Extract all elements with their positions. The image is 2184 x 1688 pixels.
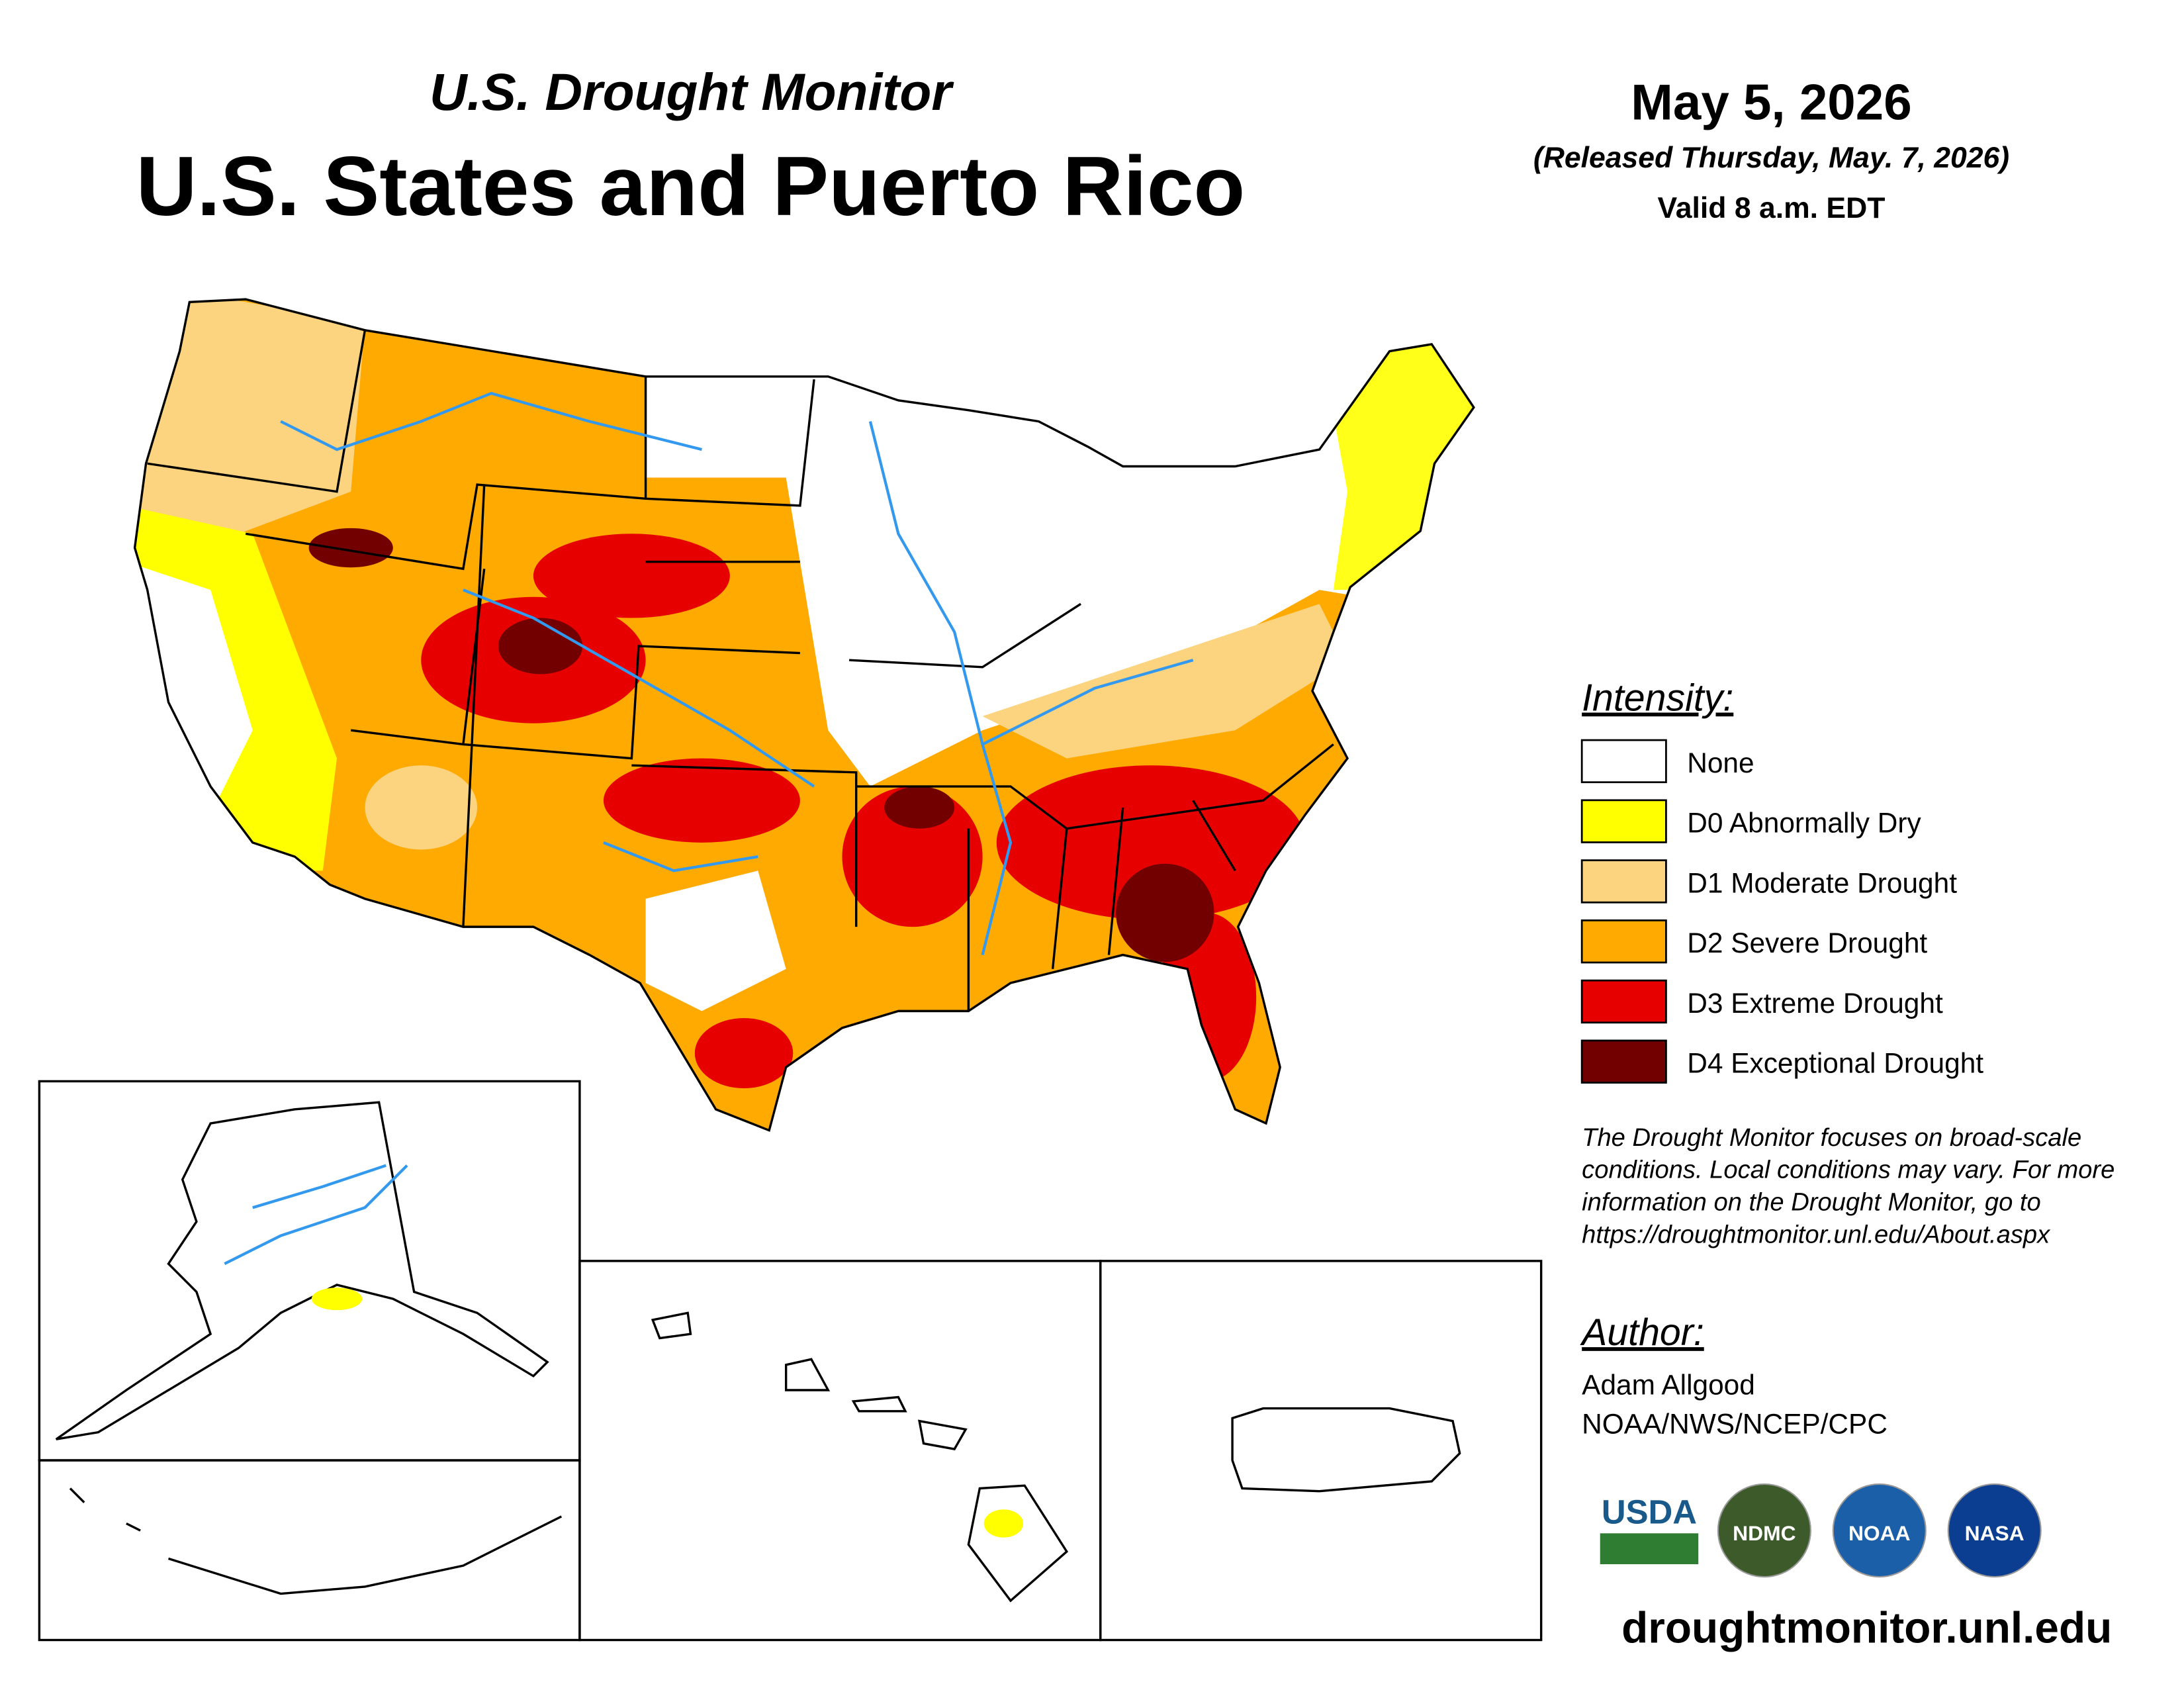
legend-label: D4 Exceptional Drought [1687, 1048, 1983, 1079]
legend-label: D2 Severe Drought [1687, 927, 1927, 959]
d4-area [308, 528, 393, 568]
logo-badge [1947, 1483, 2042, 1578]
puerto-rico-frame [1099, 1260, 1543, 1642]
legend-swatch [1580, 859, 1667, 904]
note: The Drought Monitor focuses on broad-sca… [1582, 1123, 2115, 1248]
d3-area [842, 786, 983, 927]
author-line: NOAA/NWS/NCEP/CPC [1582, 1409, 1888, 1440]
d4-area [884, 786, 955, 829]
logo-badge [1717, 1483, 1811, 1578]
insets [38, 1080, 1543, 1642]
note-line: conditions. Local conditions may vary. F… [1582, 1156, 2115, 1184]
d3-area [533, 534, 730, 618]
none-area [645, 870, 786, 1011]
logo-badge [1832, 1483, 1927, 1578]
logo-text: NOAA [1848, 1521, 1911, 1545]
website-url[interactable]: droughtmonitor.unl.edu [1621, 1603, 2112, 1652]
valid-time: Valid 8 a.m. EDT [1658, 192, 1886, 224]
alaska-outline [55, 1101, 549, 1440]
note-line: https://droughtmonitor.unl.edu/About.asp… [1582, 1220, 2051, 1248]
legend-label: D3 Extreme Drought [1687, 988, 1943, 1019]
note-line: The Drought Monitor focuses on broad-sca… [1582, 1123, 2081, 1152]
legend-title: Intensity: [1582, 677, 1733, 720]
author: Adam Allgood NOAA/NWS/NCEP/CPC [1582, 1369, 1888, 1439]
legend-label: None [1687, 747, 1754, 778]
state-borders [133, 298, 1475, 1132]
d1-area [365, 765, 478, 850]
country-outline [133, 298, 1475, 1132]
legend-swatch [1580, 919, 1667, 964]
legend-swatch [1580, 799, 1667, 843]
d4-area [1116, 863, 1214, 962]
author-line: Adam Allgood [1582, 1369, 1755, 1400]
legend-label: D0 Abnormally Dry [1687, 808, 1921, 839]
logo-text: USDA [1602, 1493, 1697, 1530]
logos: USDA NDMC NOAA NASA [1600, 1483, 2042, 1578]
logo-text: NASA [1965, 1521, 2025, 1545]
legend-swatch [1580, 979, 1667, 1024]
release-date: (Released Thursday, May. 7, 2026) [1533, 142, 2009, 174]
d0-area [983, 1509, 1024, 1538]
d0-area [311, 1288, 363, 1311]
d3-area [996, 765, 1306, 920]
note-line: information on the Drought Monitor, go t… [1582, 1188, 2041, 1217]
legend: None D0 Abnormally Dry D1 Moderate Drought… [1580, 739, 1983, 1084]
d3-area [694, 1017, 794, 1089]
logo-text: NDMC [1733, 1521, 1796, 1545]
legend-swatch [1580, 1039, 1667, 1084]
title: U.S. States and Puerto Rico [136, 139, 1246, 233]
author-title: Author: [1580, 1311, 1704, 1354]
legend-label: D1 Moderate Drought [1687, 867, 1957, 898]
hawaii-islands [651, 1311, 1069, 1603]
d3-area [603, 758, 800, 843]
d4-area [498, 618, 583, 675]
date: May 5, 2026 [1631, 75, 1911, 131]
subtitle: U.S. Drought Monitor [430, 63, 954, 121]
d1-area [134, 299, 365, 534]
legend-swatch [1580, 739, 1667, 784]
logo-band [1600, 1533, 1699, 1564]
puerto-rico-outline [1231, 1407, 1461, 1493]
d1-area [982, 604, 1347, 759]
